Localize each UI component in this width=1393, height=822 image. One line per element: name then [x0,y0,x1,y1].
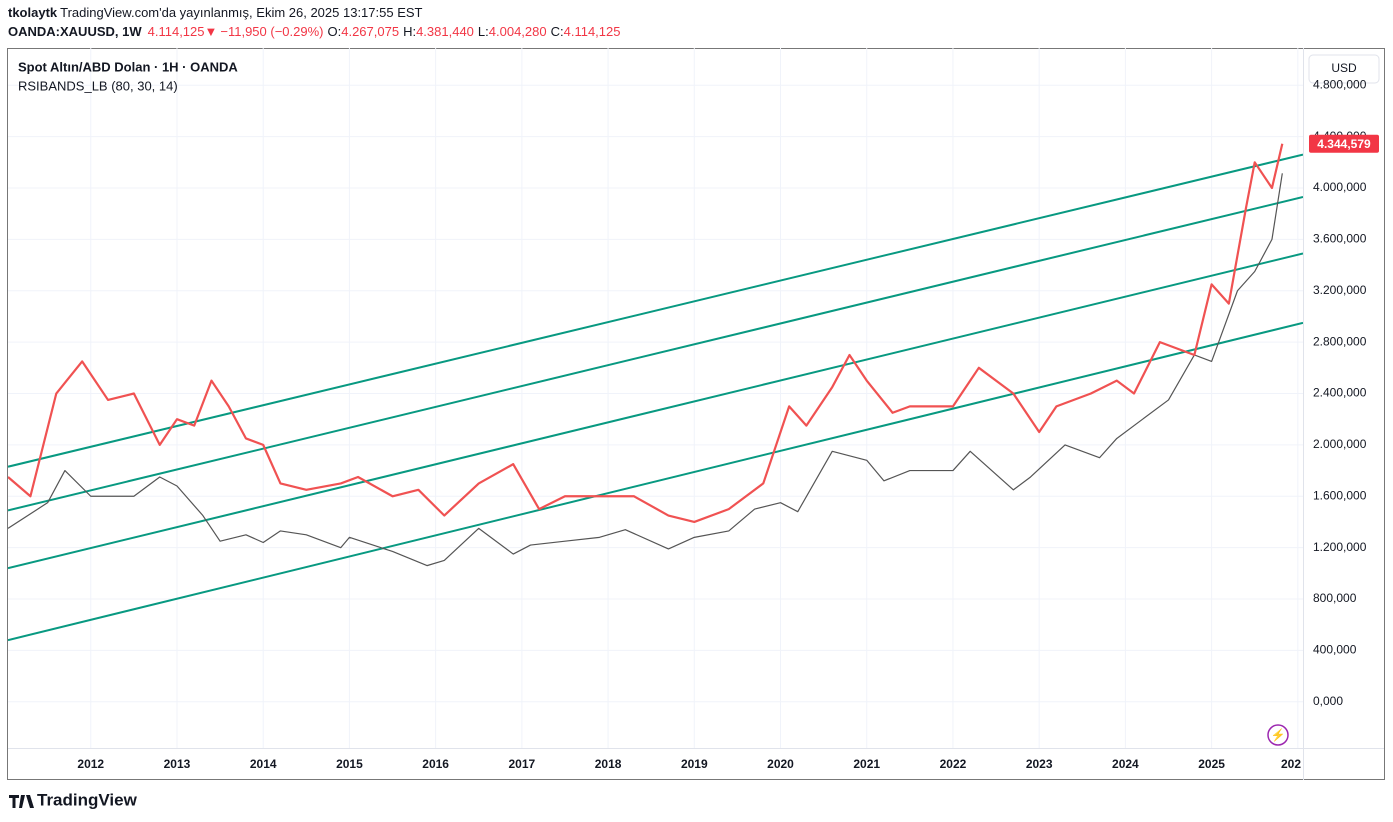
publish-line: tkolaytk TradingView.com'da yayınlanmış, … [8,5,423,20]
legend-series: RSIBANDS_LB (80, 30, 14) [18,78,178,93]
x-tick-label: 2025 [1198,757,1225,771]
y-tick-label: 1.600,000 [1313,488,1367,502]
series-line [8,173,1283,567]
symbol: OANDA:XAUUSD, 1W [8,24,142,39]
y-tick-label: 3.200,000 [1313,283,1367,297]
x-tick-label: 2021 [853,757,880,771]
frame [7,48,1385,780]
channel-line [8,321,1303,642]
series-line [8,143,1284,524]
y-tick-label: 0,000 [1313,694,1343,708]
currency-button[interactable] [1308,54,1380,84]
currency[interactable]: USD [1331,61,1357,75]
x-tick-label: 2016 [422,757,449,771]
y-tick-label: 3.600,000 [1313,232,1367,246]
publisher: tkolaytk [8,5,58,20]
y-tick-label: 800,000 [1313,591,1357,605]
published: TradingView.com'da yayınlanmış, Ekim 26,… [60,5,422,20]
x-tick-label: 2017 [509,757,536,771]
x-tick-label: 202 [1281,757,1301,771]
x-tick-label: 2020 [767,757,794,771]
price-label-box [1309,134,1379,153]
ohlc-value: 4.267,075 [341,24,399,39]
y-tick-label: 400,000 [1313,643,1357,657]
ohlc-key: L: [478,24,489,39]
ohlc-key: C: [551,24,564,39]
channel-line [8,196,1303,512]
brand: TradingView [37,790,138,809]
channel-line [8,252,1303,570]
x-tick-label: 2015 [336,757,363,771]
alert-icon[interactable] [1267,724,1289,746]
y-tick-label: 2.800,000 [1313,334,1367,348]
logo [9,795,34,808]
y-tick-label: 1.200,000 [1313,540,1367,554]
price-label: 4.344,579 [1317,137,1371,151]
x-tick-label: 2014 [250,757,277,771]
x-tick-label: 2018 [595,757,622,771]
x-tick-label: 2013 [164,757,191,771]
x-tick-label: 2012 [77,757,104,771]
x-tick-label: 2022 [940,757,967,771]
legend-series: Spot Altın/ABD Dolan · 1H · OANDA [18,59,238,74]
x-tick-label: 2024 [1112,757,1139,771]
alert-glyph[interactable]: ⚡ [1271,728,1286,742]
last: 4.114,125 [148,24,205,39]
arrow: ▼ [205,24,218,39]
y-tick-label: 2.000,000 [1313,437,1367,451]
ohlc-value: 4.381,440 [416,24,474,39]
x-tick-label: 2023 [1026,757,1053,771]
y-tick-label: 2.400,000 [1313,386,1367,400]
ohlc-value: 4.004,280 [489,24,547,39]
x-tick-label: 2019 [681,757,708,771]
ohlc-key: H: [403,24,416,39]
ohlc-line: OANDA:XAUUSD, 1W 4.114,125▼ −11,950 (−0.29… [8,24,620,39]
ohlc-key: O: [328,24,342,39]
y-tick-label: 4.800,000 [1313,77,1367,91]
channel-line [8,153,1303,468]
change: −11,950 (−0.29%) [220,24,323,39]
ohlc-value: 4.114,125 [564,24,621,39]
y-tick-label: 4.000,000 [1313,180,1367,194]
